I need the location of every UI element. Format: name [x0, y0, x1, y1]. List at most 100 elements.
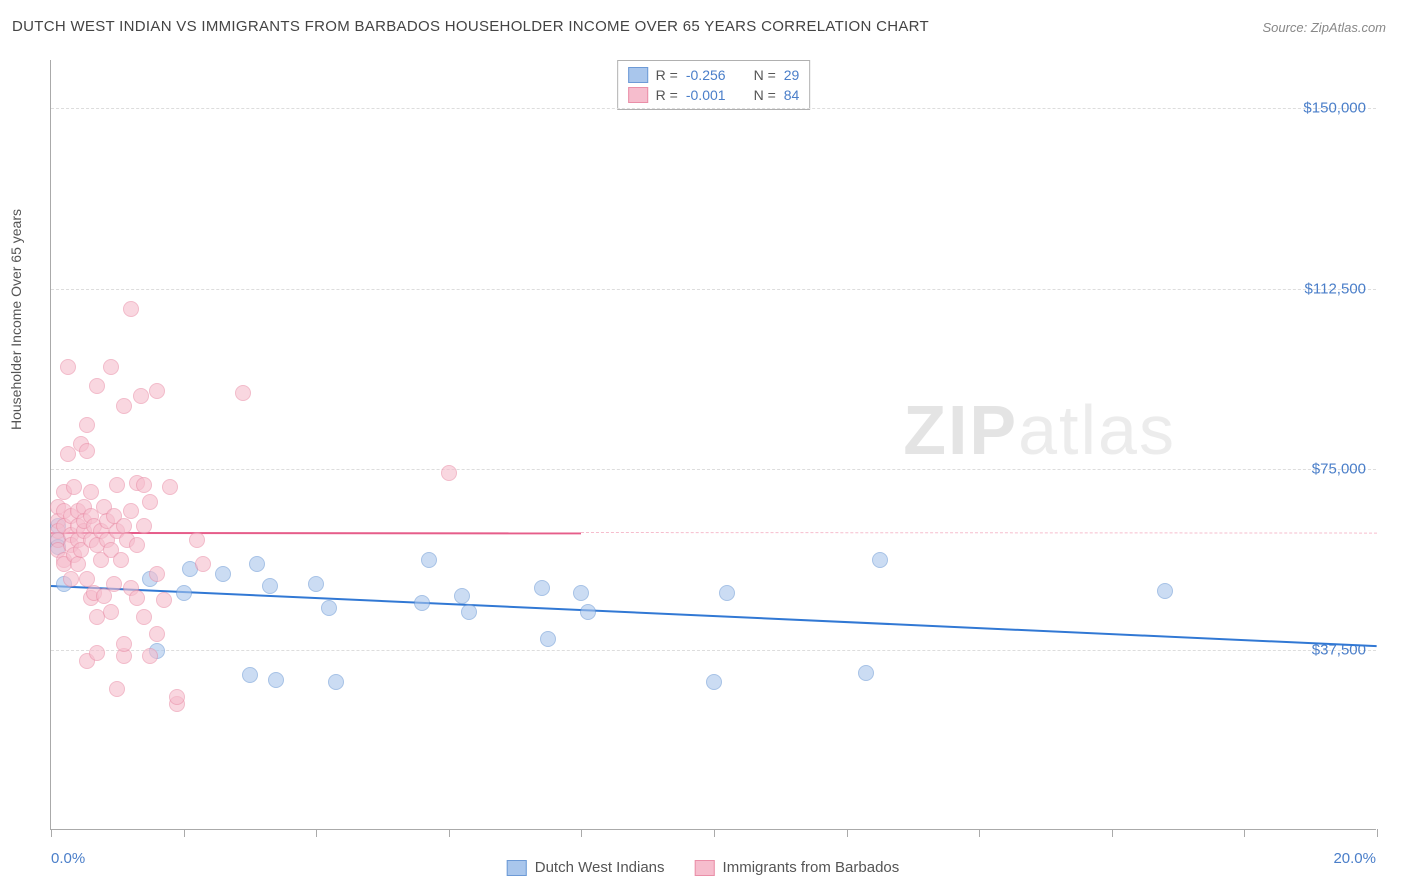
data-point [142, 648, 158, 664]
data-point [195, 556, 211, 572]
data-point [268, 672, 284, 688]
legend-swatch [507, 860, 527, 876]
data-point [103, 359, 119, 375]
data-point [176, 585, 192, 601]
data-point [156, 592, 172, 608]
data-point [129, 590, 145, 606]
data-point [133, 388, 149, 404]
y-tick-label: $150,000 [1303, 100, 1366, 117]
data-point [136, 518, 152, 534]
data-point [580, 604, 596, 620]
data-point [79, 417, 95, 433]
watermark-bold: ZIP [903, 391, 1018, 469]
data-point [129, 537, 145, 553]
data-point [441, 465, 457, 481]
data-point [242, 667, 258, 683]
data-point [103, 604, 119, 620]
gridline [51, 108, 1376, 109]
data-point [872, 552, 888, 568]
data-point [169, 689, 185, 705]
r-value: -0.256 [686, 67, 726, 83]
x-tick [1112, 829, 1113, 837]
data-point [719, 585, 735, 601]
data-point [106, 576, 122, 592]
legend-item: Immigrants from Barbados [695, 859, 900, 876]
data-point [109, 477, 125, 493]
stats-row: R =-0.001N =84 [628, 85, 800, 105]
data-point [414, 595, 430, 611]
x-tick [581, 829, 582, 837]
legend-label: Immigrants from Barbados [723, 859, 900, 876]
stats-row: R = -0.256 N = 29 [628, 65, 800, 85]
data-point [89, 645, 105, 661]
data-point [79, 443, 95, 459]
x-tick [449, 829, 450, 837]
trendline-solid [51, 585, 1377, 647]
data-point [249, 556, 265, 572]
chart-title: DUTCH WEST INDIAN VS IMMIGRANTS FROM BAR… [12, 18, 929, 35]
n-label: N = [754, 67, 776, 83]
x-tick [1377, 829, 1378, 837]
r-label: R = [656, 67, 678, 83]
watermark: ZIPatlas [903, 390, 1176, 470]
bottom-legend: Dutch West Indians Immigrants from Barbad… [507, 859, 900, 876]
data-point [454, 588, 470, 604]
data-point [215, 566, 231, 582]
gridline [51, 469, 1376, 470]
data-point [1157, 583, 1173, 599]
data-point [540, 631, 556, 647]
gridline [51, 650, 1376, 651]
data-point [63, 571, 79, 587]
watermark-rest: atlas [1018, 391, 1176, 469]
r-value: -0.001 [686, 87, 726, 103]
n-value: 29 [784, 67, 800, 83]
data-point [66, 479, 82, 495]
data-point [421, 552, 437, 568]
data-point [149, 383, 165, 399]
gridline [51, 289, 1376, 290]
data-point [534, 580, 550, 596]
plot-area: ZIPatlas R =-0.256N =29R =-0.001N =84 $3… [50, 60, 1376, 830]
x-tick [316, 829, 317, 837]
data-point [83, 484, 99, 500]
data-point [123, 503, 139, 519]
stats-legend: R =-0.256N =29R =-0.001N =84 [617, 60, 811, 110]
data-point [109, 681, 125, 697]
data-point [89, 378, 105, 394]
source-attribution: Source: ZipAtlas.com [1262, 20, 1386, 35]
data-point [70, 556, 86, 572]
data-point [162, 479, 178, 495]
data-point [573, 585, 589, 601]
x-tick [847, 829, 848, 837]
x-tick [51, 829, 52, 837]
legend-item: Dutch West Indians [507, 859, 665, 876]
legend-swatch [695, 860, 715, 876]
trendline-dashed [581, 532, 1377, 534]
data-point [113, 552, 129, 568]
data-point [858, 665, 874, 681]
data-point [149, 626, 165, 642]
data-point [116, 518, 132, 534]
x-tick [979, 829, 980, 837]
x-tick-label-min: 0.0% [51, 850, 85, 867]
y-tick-label: $112,500 [1305, 280, 1366, 297]
legend-swatch [628, 87, 648, 103]
data-point [308, 576, 324, 592]
data-point [116, 636, 132, 652]
data-point [149, 566, 165, 582]
data-point [123, 301, 139, 317]
x-tick-label-max: 20.0% [1333, 850, 1376, 867]
legend-swatch [628, 67, 648, 83]
x-tick [1244, 829, 1245, 837]
y-tick-label: $75,000 [1312, 461, 1366, 478]
y-axis-label: Householder Income Over 65 years [8, 209, 24, 430]
data-point [136, 477, 152, 493]
data-point [321, 600, 337, 616]
legend-label: Dutch West Indians [535, 859, 665, 876]
n-label: N = [754, 87, 776, 103]
data-point [116, 398, 132, 414]
data-point [142, 494, 158, 510]
data-point [136, 609, 152, 625]
r-label: R = [656, 87, 678, 103]
x-tick [184, 829, 185, 837]
